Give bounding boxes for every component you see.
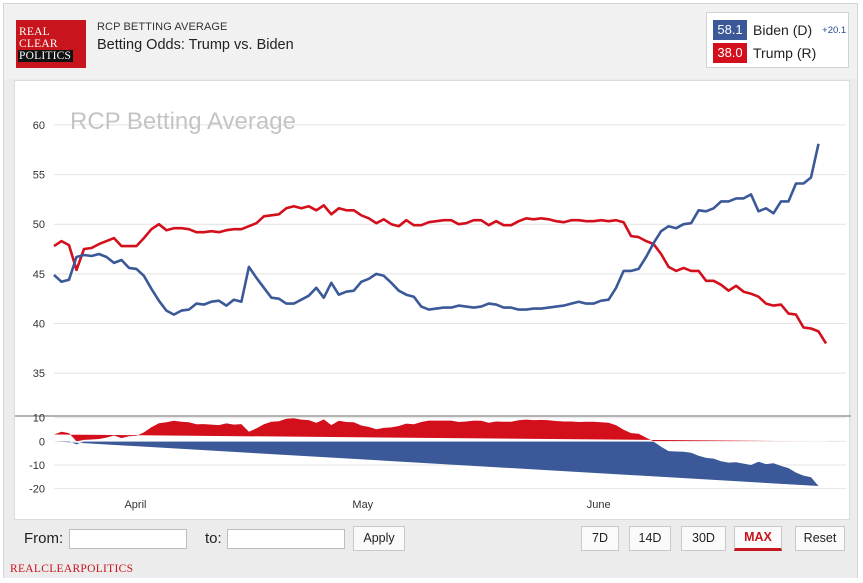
range-max-button[interactable]: MAX xyxy=(734,526,782,551)
spread-y-tick-label: 0 xyxy=(39,436,45,448)
biden-value-badge: 58.1 xyxy=(713,20,747,40)
trump-line xyxy=(53,204,828,345)
main-y-tick-label: 60 xyxy=(33,120,45,132)
range-30d-button[interactable]: 30D xyxy=(681,526,726,551)
spread-area-biden xyxy=(54,441,819,486)
betting-chart: RCP Betting Average 60 55 50 45 40 35 10 0 -10 -2… xyxy=(15,108,851,511)
reset-button[interactable]: Reset xyxy=(795,526,845,551)
main-y-tick-label: 50 xyxy=(33,219,45,231)
legend-trump: 38.0 Trump (R) xyxy=(713,43,816,63)
legend: 58.1 Biden (D) +20.1 38.0 Trump (R) xyxy=(706,12,849,68)
logo-line-2: CLEAR xyxy=(19,38,58,50)
to-label: to: xyxy=(205,530,222,547)
range-14d-button[interactable]: 14D xyxy=(629,526,671,551)
main-y-tick-label: 35 xyxy=(33,368,45,380)
from-date-input[interactable] xyxy=(69,529,187,549)
x-axis-label: June xyxy=(587,499,611,511)
page-title: Betting Odds: Trump vs. Biden xyxy=(97,37,294,53)
biden-lead: +20.1 xyxy=(822,24,847,36)
spread-y-tick-label: -10 xyxy=(29,460,45,472)
to-date-input[interactable] xyxy=(227,529,345,549)
spread-y-tick-label: 10 xyxy=(33,413,45,425)
chart-watermark: RCP Betting Average xyxy=(70,108,296,135)
x-axis-label: April xyxy=(124,499,146,511)
logo-line-1: REAL xyxy=(19,26,50,38)
spread-area-trump xyxy=(54,418,819,442)
plot-area: RCP Betting Average 60 55 50 45 40 35 10 0 -10 -2… xyxy=(14,80,851,520)
main-y-tick-label: 40 xyxy=(33,319,45,331)
main-y-tick-label: 45 xyxy=(33,269,45,281)
biden-line xyxy=(53,143,820,316)
footer: REALCLEARPOLITICS xyxy=(4,560,857,578)
spread-y-tick-label: -20 xyxy=(29,484,45,496)
legend-biden: 58.1 Biden (D) +20.1 xyxy=(713,20,846,40)
main-y-tick-label: 55 xyxy=(33,170,45,182)
logo-line-3: POLITICS xyxy=(18,50,74,62)
chart-kicker: RCP BETTING AVERAGE xyxy=(97,21,228,33)
apply-button[interactable]: Apply xyxy=(353,526,405,551)
trump-value-badge: 38.0 xyxy=(713,43,747,63)
range-controls: From: to: Apply 7D 14D 30D MAX Reset xyxy=(14,522,850,558)
trump-name: Trump (R) xyxy=(753,45,817,61)
x-axis-label: May xyxy=(352,499,373,511)
rcp-logo[interactable]: REAL CLEAR POLITICS xyxy=(16,20,86,68)
biden-name: Biden (D) xyxy=(753,22,813,38)
footer-brand[interactable]: REALCLEARPOLITICS xyxy=(10,563,134,575)
range-7d-button[interactable]: 7D xyxy=(581,526,619,551)
from-label: From: xyxy=(24,530,64,547)
